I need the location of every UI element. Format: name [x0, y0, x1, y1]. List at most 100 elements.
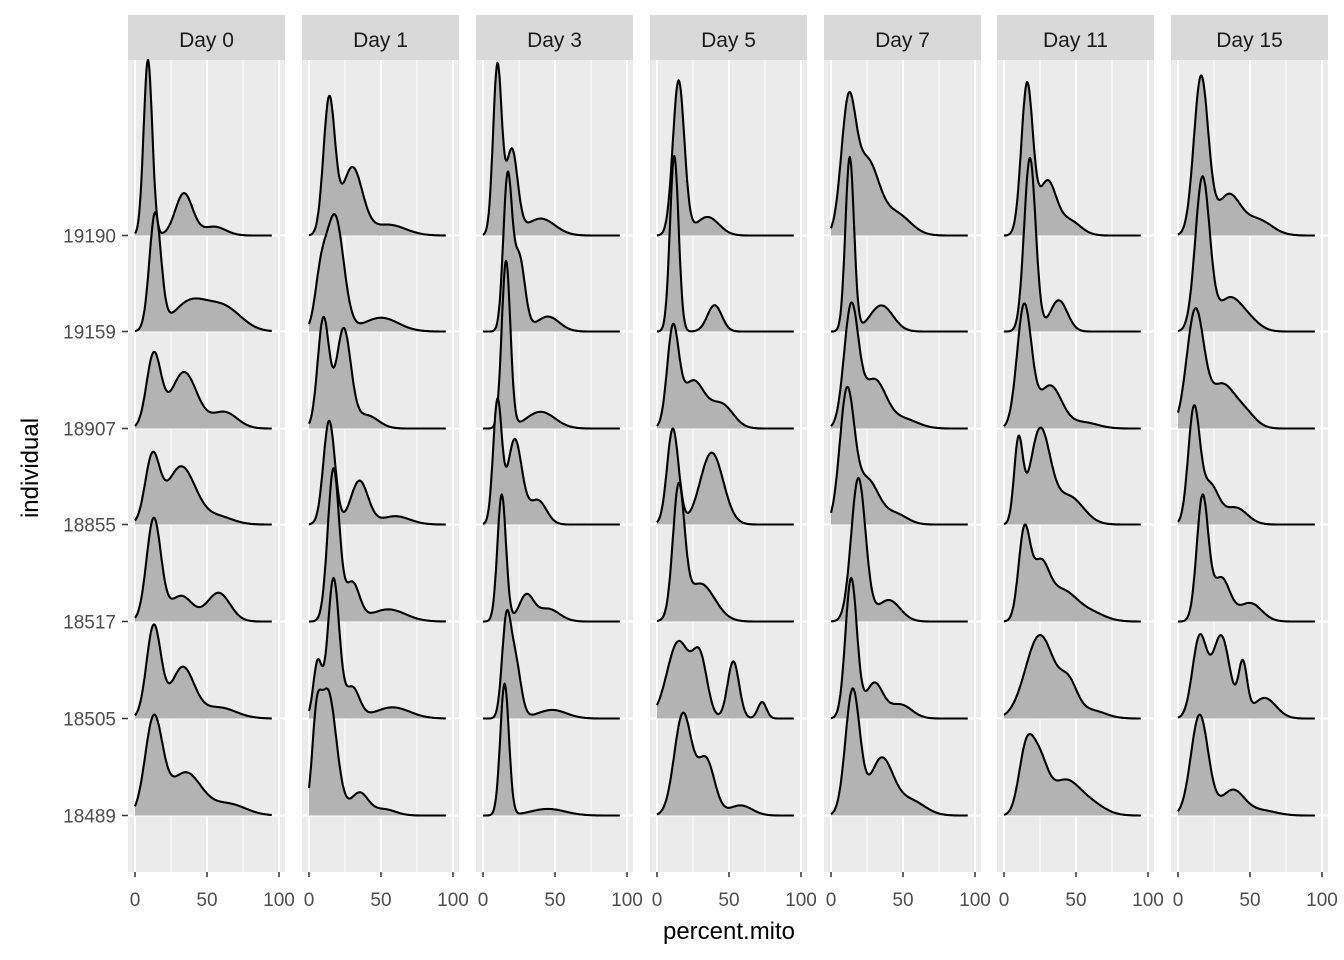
x-tick-label: 50 [1239, 890, 1260, 911]
ridge-line-18907 [656, 322, 795, 430]
facet-strip-label: Day 1 [353, 29, 408, 52]
ridge-line-18907 [134, 350, 273, 430]
ridge-area-18489 [483, 683, 620, 816]
ridge-area-18489 [135, 714, 272, 816]
ridge-area-18907 [657, 323, 794, 429]
ridge-line-19190 [656, 79, 795, 237]
ridge-line-18907 [830, 301, 969, 430]
facet-strip [476, 15, 633, 60]
x-tick-label: 0 [304, 890, 315, 911]
ridge-line-18489 [1177, 713, 1316, 817]
ridge-area-18855 [831, 386, 968, 525]
ridge-line-18489 [1003, 732, 1142, 817]
ridge-line-18855 [308, 419, 447, 526]
x-tick-label: 100 [611, 890, 643, 911]
ridge-line-18517 [308, 467, 447, 623]
ridge-area-18517 [657, 482, 794, 622]
ridge-line-18907 [308, 315, 447, 430]
facet-strip [824, 15, 981, 60]
ridge-area-18517 [1004, 524, 1141, 622]
ridge-line-18505 [307, 576, 447, 720]
ridge-line-19159 [308, 213, 447, 333]
ridge-area-18505 [483, 609, 620, 719]
ridge-line-18855 [134, 450, 273, 526]
facet-strip-label: Day 3 [527, 29, 582, 52]
ridge-area-18489 [309, 688, 446, 816]
ridge-area-18489 [1178, 714, 1315, 816]
x-tick-label: 50 [544, 890, 565, 911]
ridge-line-18855 [1003, 426, 1142, 526]
facet-strip [1171, 15, 1328, 60]
ridge-line-18517 [1177, 493, 1316, 623]
y-axis: 18489 18505 18517 18855 18907 19159 19190 [63, 227, 128, 828]
x-tick-label: 0 [999, 890, 1010, 911]
ridge-area-18517 [483, 494, 620, 622]
x-tick-label: 50 [892, 890, 913, 911]
facet-panel: Day 3 0 50 100 [476, 15, 643, 911]
ridge-line-18505 [134, 623, 273, 720]
ridge-line-19190 [308, 94, 447, 237]
ridge-line-18489 [656, 711, 795, 817]
y-tick-label: 18489 [63, 807, 116, 828]
ridge-line-18505 [830, 576, 969, 720]
ridge-area-19190 [309, 95, 446, 236]
facet-strip [650, 15, 807, 60]
ridge-area-18489 [657, 712, 794, 816]
ridge-line-19159 [1177, 175, 1316, 333]
facet-strip-label: Day 11 [1043, 29, 1108, 52]
ridge-area-18907 [1178, 308, 1315, 429]
ridge-area-19159 [831, 156, 968, 332]
x-tick-label: 100 [1306, 890, 1338, 911]
ridge-line-19190 [482, 61, 621, 237]
ridge-area-18505 [309, 577, 446, 719]
x-axis-title: percent.mito [663, 918, 795, 945]
x-tick-label: 50 [370, 890, 391, 911]
facet-panel: Day 0 0 50 100 [128, 15, 295, 911]
y-tick-label: 18517 [63, 613, 116, 634]
ridge-area-18907 [309, 316, 446, 429]
ridge-area-18505 [657, 640, 794, 719]
facet-strip [128, 15, 285, 60]
ridge-line-18907 [482, 259, 621, 430]
ridge-area-18907 [135, 351, 272, 429]
ridge-area-18489 [831, 688, 968, 816]
ridge-area-19190 [1178, 75, 1315, 236]
y-tick-label: 19159 [63, 323, 116, 344]
ridge-area-18855 [1178, 405, 1315, 525]
ridge-area-18517 [831, 477, 968, 622]
x-tick-label: 0 [130, 890, 141, 911]
ridge-line-18517 [482, 493, 621, 623]
ridge-line-18489 [482, 682, 621, 817]
ridge-area-19190 [135, 59, 272, 236]
ridge-area-19190 [831, 91, 968, 236]
ridge-line-18855 [482, 397, 621, 526]
y-tick-label: 19190 [63, 227, 116, 248]
ridge-area-18855 [135, 451, 272, 525]
x-tick-label: 0 [1173, 890, 1184, 911]
ridge-line-18907 [1176, 307, 1316, 430]
facet-strip [302, 15, 459, 60]
ridge-line-19190 [1003, 81, 1142, 237]
ridge-line-18855 [829, 385, 969, 526]
x-tick-label: 100 [1132, 890, 1164, 911]
ridge-area-19159 [483, 171, 620, 332]
ridge-line-19159 [656, 154, 795, 333]
ridge-line-18489 [830, 687, 969, 817]
x-tick-label: 100 [263, 890, 295, 911]
x-tick-label: 0 [826, 890, 837, 911]
ridge-area-18505 [135, 624, 272, 719]
facet-strip-label: Day 5 [701, 29, 756, 52]
facet-panel: Day 7 0 50 100 [824, 15, 991, 911]
facet-panel: Day 5 0 50 100 [650, 15, 817, 911]
ridge-area-19190 [1004, 82, 1141, 236]
ridge-line-18505 [656, 639, 795, 720]
y-tick-label: 18907 [63, 420, 116, 441]
ridge-line-19159 [830, 155, 969, 333]
facet-panels: Day 0 0 50 100 Day 1 0 50 100 Day 3 0 50 100 Day 5 0 5… [128, 15, 1338, 911]
ridge-line-18505 [482, 608, 621, 720]
facet-panel: Day 11 0 50 100 [997, 15, 1164, 911]
ridge-line-18517 [134, 516, 273, 623]
ridge-area-18517 [1178, 494, 1315, 622]
ridge-area-18907 [831, 302, 968, 429]
ridge-line-18517 [830, 476, 969, 623]
